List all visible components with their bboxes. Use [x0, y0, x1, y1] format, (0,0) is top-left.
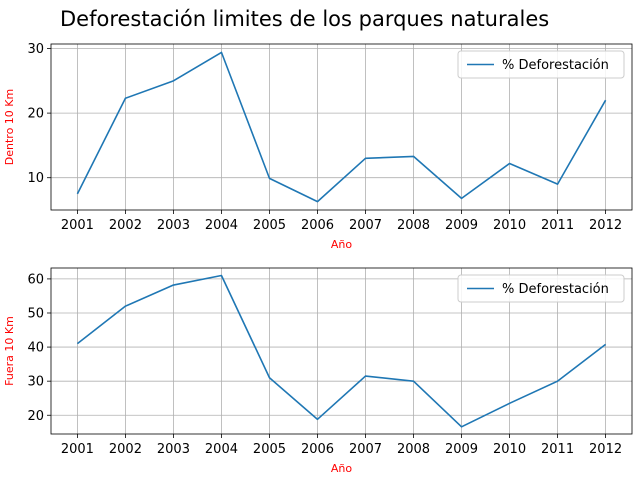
chart-1-y-tick-label: 10: [27, 171, 44, 186]
chart-2-x-tick-label: 2011: [541, 442, 574, 457]
chart-2-x-tick-label: 2005: [253, 442, 286, 457]
chart-1-x-tick-label: 2004: [205, 218, 238, 233]
chart-2-y-tick-label: 60: [27, 272, 44, 287]
chart-1-x-tick-label: 2006: [301, 218, 334, 233]
chart-1-x-tick-label: 2011: [541, 218, 574, 233]
chart-1-x-axis-label: Año: [331, 238, 352, 251]
chart-2-x-tick-label: 2001: [61, 442, 94, 457]
chart-1-y-tick-label: 30: [27, 42, 44, 57]
chart-2-legend-box: [457, 274, 625, 303]
chart-2-x-tick-label: 2007: [349, 442, 382, 457]
chart-1-series-line: [76, 51, 607, 203]
chart-2-y-axis-label: Fuera 10 Km: [3, 316, 16, 386]
figure-title: Deforestación limites de los parques nat…: [60, 7, 550, 31]
chart-2-y-tick-label: 20: [27, 409, 44, 424]
chart-2-y-tick-label: 30: [27, 375, 44, 390]
chart-2-x-tick-label: 2008: [397, 442, 430, 457]
chart-1-x-tick-label: 2010: [493, 218, 526, 233]
chart-2-panel: 2001 2002 2003 2004 2005 2006 2007 2008 2009 2010…: [3, 267, 633, 475]
chart-2-y-tick-label: 40: [27, 341, 44, 356]
chart-1-y-tick-label: 20: [27, 107, 44, 122]
chart-1-x-tick-label: 2003: [157, 218, 190, 233]
chart-2-x-tick-label: 2004: [205, 442, 238, 457]
chart-1-legend-label: % Deforestación: [502, 58, 609, 73]
chart-1-x-tick-label: 2008: [397, 218, 430, 233]
chart-2-x-tick-label: 2006: [301, 442, 334, 457]
chart-1-x-tick-label: 2012: [589, 218, 622, 233]
chart-1-panel: 2001 2002 2003 2004 2005 2006 2007 2008 2009 2010…: [3, 42, 633, 251]
chart-1-legend: % Deforestación: [457, 50, 625, 79]
chart-2-x-tick-label: 2003: [157, 442, 190, 457]
chart-1-x-tick-label: 2009: [445, 218, 478, 233]
chart-2-x-tick-label: 2002: [109, 442, 142, 457]
chart-2-plot-frame: [50, 267, 633, 435]
chart-1-x-tick-label: 2002: [109, 218, 142, 233]
chart-2-legend: % Deforestación: [457, 274, 625, 303]
chart-1-x-tick-label: 2007: [349, 218, 382, 233]
chart-2-x-tick-label: 2010: [493, 442, 526, 457]
chart-2-legend-label: % Deforestación: [502, 282, 609, 297]
chart-1-x-tick-label: 2005: [253, 218, 286, 233]
chart-1-y-axis-label: Dentro 10 Km: [3, 89, 16, 165]
chart-2-series-line: [76, 274, 607, 428]
chart-2-x-tick-label: 2012: [589, 442, 622, 457]
chart-2-x-tick-label: 2009: [445, 442, 478, 457]
chart-1-plot-frame: [50, 43, 633, 211]
chart-2-y-tick-label: 50: [27, 306, 44, 321]
chart-1-x-tick-label: 2001: [61, 218, 94, 233]
chart-1-legend-box: [457, 50, 625, 79]
chart-2-x-axis-label: Año: [331, 462, 352, 475]
